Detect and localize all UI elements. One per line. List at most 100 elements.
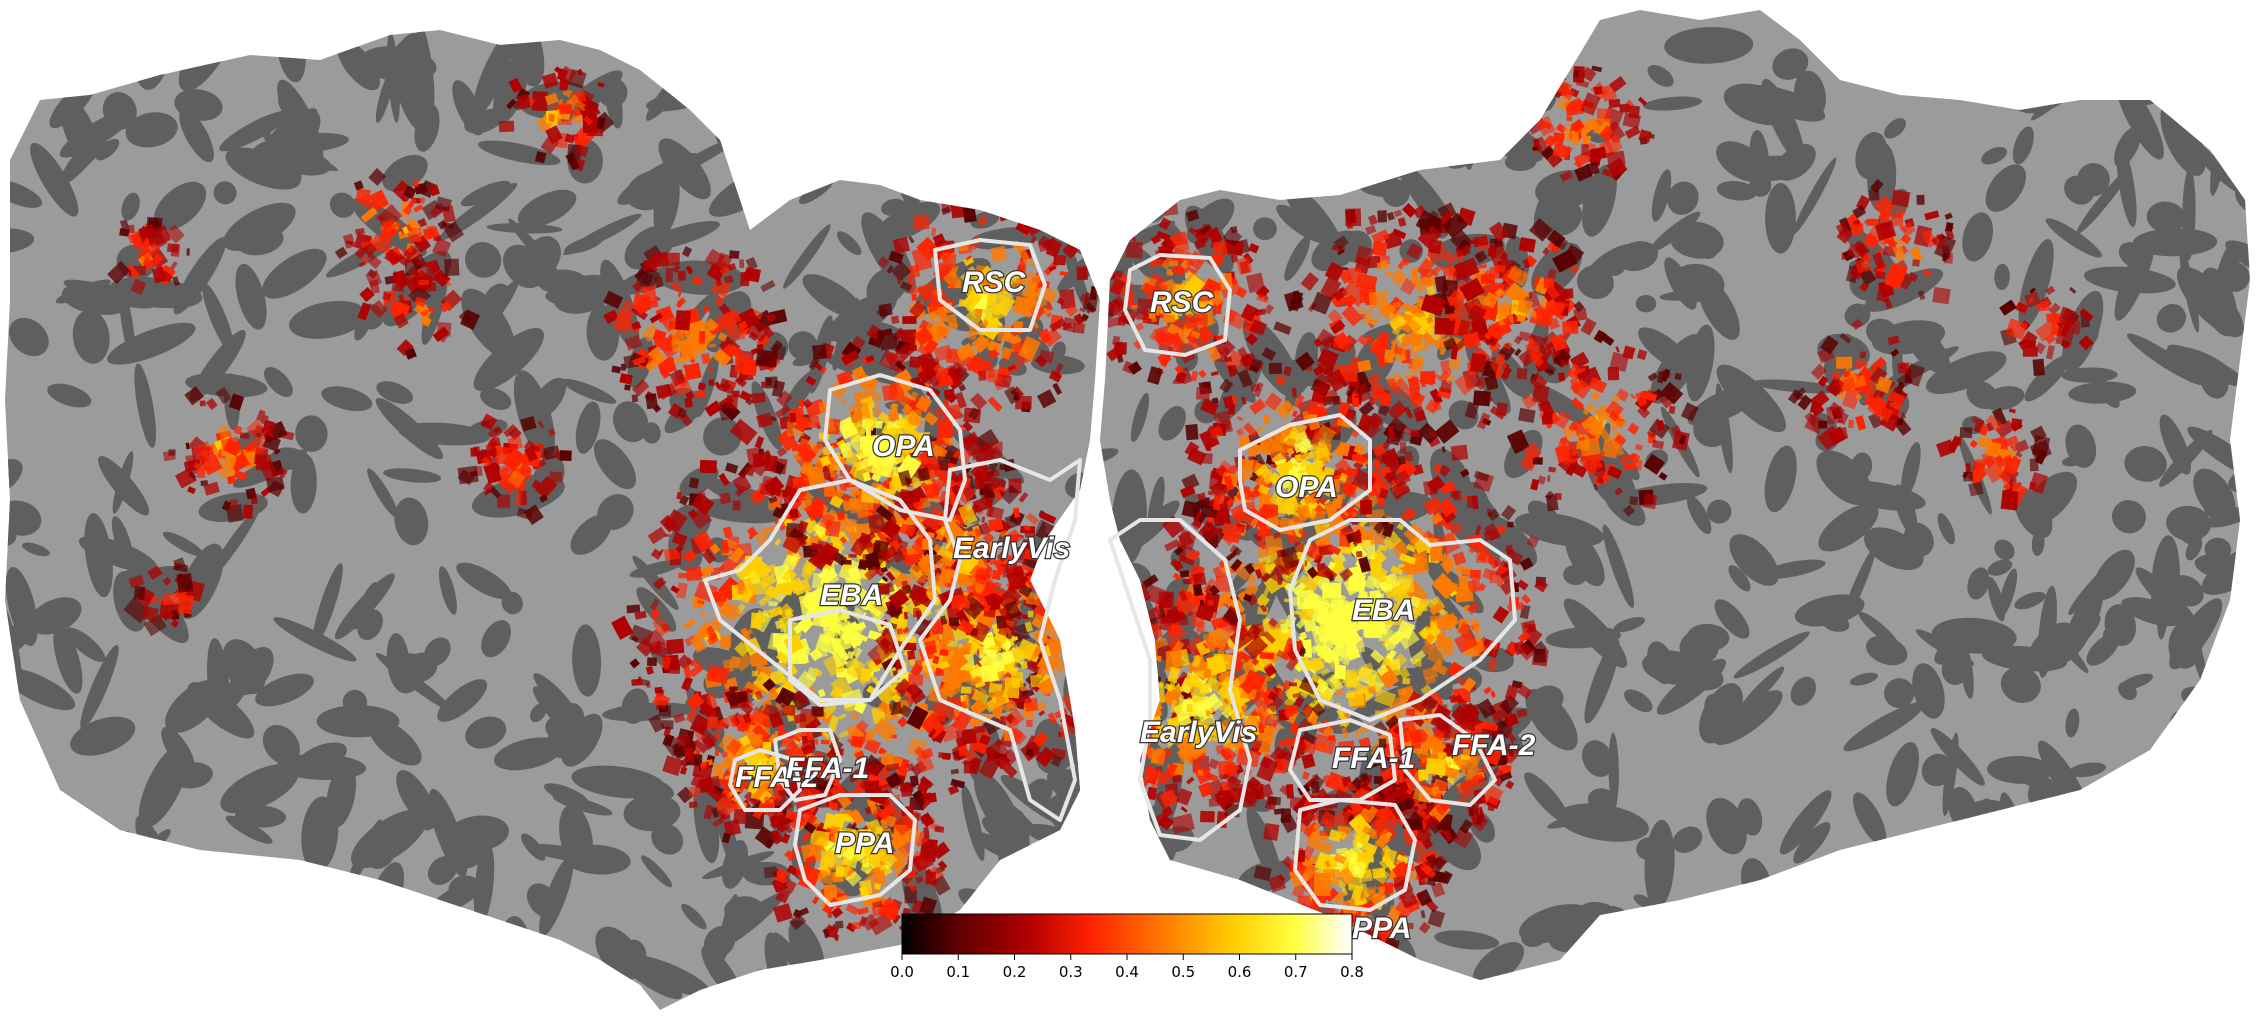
activation-patch <box>964 664 974 672</box>
activation-patch <box>969 717 980 729</box>
activation-patch <box>873 657 883 666</box>
sulcus-patch <box>2137 59 2217 92</box>
activation-patch <box>177 594 195 615</box>
sulcus-patch <box>291 878 345 893</box>
activation-patch <box>764 866 778 878</box>
activation-patch <box>413 180 419 187</box>
activation-patch <box>910 391 919 401</box>
activation-patch <box>793 623 804 634</box>
activation-patch <box>1048 370 1063 383</box>
activation-patch <box>718 472 730 486</box>
activation-patch <box>768 496 778 504</box>
activation-patch <box>549 471 563 483</box>
sulcus-patch <box>817 63 846 103</box>
sulcus-patch <box>423 807 446 831</box>
activation-patch <box>1028 282 1038 292</box>
activation-patch <box>849 487 860 497</box>
activation-patch <box>891 261 912 282</box>
activation-patch <box>963 256 975 267</box>
sulcus-patch <box>31 873 55 896</box>
sulcus-patch <box>121 876 149 919</box>
sulcus-patch <box>1791 10 1808 35</box>
activation-patch <box>752 451 772 468</box>
activation-patch <box>824 520 841 538</box>
activation-patch <box>1081 673 1100 699</box>
activation-patch <box>984 301 1003 317</box>
activation-patch <box>908 285 920 296</box>
sulcus-patch <box>2083 927 2144 957</box>
sulcus-patch <box>947 128 961 193</box>
sulcus-patch <box>1910 858 1955 874</box>
sulcus-patch <box>2043 56 2134 87</box>
activation-patch <box>624 384 631 391</box>
sulcus-patch <box>552 794 613 816</box>
activation-patch <box>1051 595 1064 611</box>
sulcus-patch <box>997 78 1059 117</box>
activation-patch <box>746 526 758 538</box>
activation-patch <box>1423 480 1438 496</box>
activation-patch <box>1002 203 1012 213</box>
activation-patch <box>781 489 788 498</box>
activation-patch <box>974 681 986 688</box>
activation-patch <box>907 409 923 427</box>
activation-patch <box>775 651 791 665</box>
sulcus-patch <box>905 68 938 122</box>
activation-patch <box>732 562 750 581</box>
activation-patch <box>851 646 863 659</box>
activation-patch <box>1018 335 1041 362</box>
activation-patch <box>760 697 773 709</box>
activation-patch <box>925 640 938 655</box>
sulcus-patch <box>206 507 260 582</box>
activation-patch <box>958 384 967 392</box>
left-hemisphere <box>5 30 1100 1010</box>
activation-patch <box>718 557 738 577</box>
sulcus-patch <box>1820 881 1901 921</box>
sulcus-patch <box>347 819 382 888</box>
activation-patch <box>1024 697 1039 712</box>
activation-patch <box>946 348 958 364</box>
sulcus-patch <box>2201 703 2243 752</box>
activation-patch <box>973 355 981 359</box>
activation-patch <box>838 730 849 738</box>
sulcus-patch <box>1514 10 1585 35</box>
activation-patch <box>697 490 707 500</box>
sulcus-patch <box>1100 658 1118 741</box>
sulcus-patch <box>524 951 560 978</box>
sulcus-patch <box>416 30 435 110</box>
activation-patch <box>837 543 846 552</box>
activation-patch <box>907 673 924 686</box>
activation-patch <box>660 655 672 670</box>
activation-patch <box>729 546 746 563</box>
sulcus-patch <box>503 244 545 289</box>
activation-patch <box>677 270 686 281</box>
activation-patch <box>969 666 984 680</box>
sulcus-patch <box>1722 889 1746 924</box>
sulcus-patch <box>2191 810 2219 835</box>
sulcus-patch <box>146 30 179 67</box>
sulcus-patch <box>1356 10 1434 26</box>
activation-patch <box>692 724 702 731</box>
sulcus-patch <box>1410 99 1490 128</box>
activation-patch <box>678 494 690 506</box>
activation-patch <box>978 754 1002 780</box>
activation-patch <box>849 773 859 783</box>
activation-patch <box>1066 593 1080 609</box>
activation-patch <box>659 514 678 533</box>
sulcus-patch <box>559 804 594 871</box>
activation-patch <box>675 544 684 553</box>
activation-patch <box>1076 266 1088 281</box>
activation-patch <box>932 655 940 665</box>
sulcus-patch <box>859 978 879 998</box>
sulcus-patch <box>354 312 372 341</box>
sulcus-patch <box>1114 66 1171 103</box>
activation-patch <box>797 399 807 409</box>
activation-patch <box>1267 796 1282 806</box>
activation-patch <box>847 598 859 606</box>
sulcus-patch <box>681 903 707 930</box>
sulcus-patch <box>21 542 50 557</box>
activation-patch <box>847 651 854 660</box>
sulcus-patch <box>802 274 864 319</box>
activation-patch <box>734 641 750 658</box>
activation-patch <box>908 236 915 244</box>
sulcus-patch <box>1622 915 1640 937</box>
